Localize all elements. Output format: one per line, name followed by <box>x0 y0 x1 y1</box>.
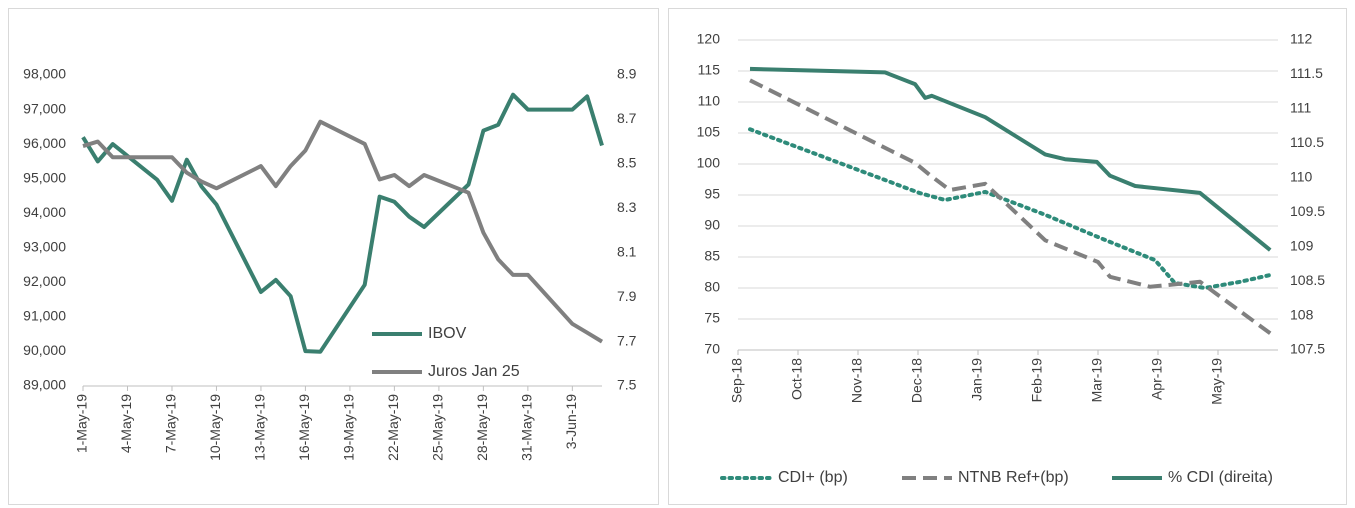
y2-tick-label: 7.5 <box>617 377 637 393</box>
x-tick-label: 7-May-19 <box>163 394 179 453</box>
x-tick-label: 3-Jun-19 <box>563 394 579 449</box>
x-tick-label: 25-May-19 <box>430 394 446 461</box>
legend-label: NTNB Ref+(bp) <box>958 469 1069 486</box>
series-line <box>748 127 1273 290</box>
y2-tick-label: 110.5 <box>1290 134 1324 150</box>
y2-tick-label: 8.1 <box>617 243 637 259</box>
y2-tick-label: 110 <box>1290 168 1313 184</box>
y2-tick-label: 8.5 <box>617 155 637 171</box>
y-tick-label: 80 <box>704 279 720 295</box>
x-tick-label: May-19 <box>1209 358 1225 405</box>
y-tick-label: 105 <box>697 124 721 140</box>
x-tick-label: Apr-19 <box>1149 358 1165 400</box>
x-tick-label: 10-May-19 <box>207 394 223 461</box>
y-tick-label: 90,000 <box>23 342 66 358</box>
y2-tick-label: 109.5 <box>1290 203 1325 219</box>
y2-tick-label: 7.9 <box>617 288 637 304</box>
legend-label: % CDI (direita) <box>1168 469 1273 486</box>
x-tick-label: Dec-18 <box>909 358 925 403</box>
y2-tick-label: 111.5 <box>1290 65 1323 81</box>
y-tick-label: 96,000 <box>23 135 66 151</box>
legend-label: CDI+ (bp) <box>778 469 848 486</box>
x-tick-label: 13-May-19 <box>252 394 268 461</box>
series-line <box>81 92 604 354</box>
x-tick-label: 16-May-19 <box>296 394 312 461</box>
series-line <box>749 66 1272 252</box>
y2-tick-label: 109 <box>1290 237 1314 253</box>
x-tick-label: Nov-18 <box>849 358 865 403</box>
x-tick-label: Sep-18 <box>729 358 745 403</box>
y-tick-label: 97,000 <box>23 100 66 116</box>
left-panel <box>8 8 659 505</box>
y2-tick-label: 111 <box>1290 100 1311 116</box>
x-tick-label: 19-May-19 <box>341 394 357 461</box>
y-tick-label: 70 <box>704 341 720 357</box>
x-tick-label: Jan-19 <box>969 358 985 401</box>
y-tick-label: 95,000 <box>23 169 66 185</box>
y-tick-label: 95 <box>704 186 720 202</box>
y2-tick-label: 8.7 <box>617 110 637 126</box>
x-tick-label: Oct-18 <box>789 358 805 400</box>
y2-tick-label: 108.5 <box>1290 272 1325 288</box>
y-tick-label: 115 <box>698 62 721 78</box>
x-tick-label: 1-May-19 <box>74 394 90 453</box>
legend-label: IBOV <box>428 325 467 342</box>
x-tick-label: 22-May-19 <box>385 394 401 461</box>
y2-tick-label: 108 <box>1290 306 1314 322</box>
y-tick-label: 93,000 <box>23 238 66 254</box>
y-tick-label: 91,000 <box>23 308 66 324</box>
y-tick-label: 110 <box>698 93 721 109</box>
y2-tick-label: 8.9 <box>617 66 637 82</box>
y2-tick-label: 112 <box>1290 31 1313 47</box>
series-line <box>82 119 604 344</box>
x-tick-label: 4-May-19 <box>118 394 134 453</box>
x-tick-label: Feb-19 <box>1029 358 1045 403</box>
y-tick-label: 100 <box>697 155 721 171</box>
y2-tick-label: 8.3 <box>617 199 637 215</box>
series-line <box>749 78 1272 335</box>
y2-tick-label: 107.5 <box>1290 341 1325 357</box>
x-tick-label: 31-May-19 <box>519 394 535 461</box>
y-tick-label: 120 <box>697 31 721 47</box>
x-tick-label: 28-May-19 <box>474 394 490 461</box>
legend-label: Juros Jan 25 <box>428 363 520 380</box>
y-tick-label: 90 <box>704 217 720 233</box>
y-tick-label: 94,000 <box>23 204 66 220</box>
x-tick-label: Mar-19 <box>1089 358 1105 403</box>
y-tick-label: 75 <box>704 310 720 326</box>
y-tick-label: 98,000 <box>23 66 66 82</box>
y-tick-label: 89,000 <box>23 377 66 393</box>
y-tick-label: 92,000 <box>23 273 66 289</box>
y-tick-label: 85 <box>704 248 720 264</box>
y2-tick-label: 7.7 <box>617 332 637 348</box>
